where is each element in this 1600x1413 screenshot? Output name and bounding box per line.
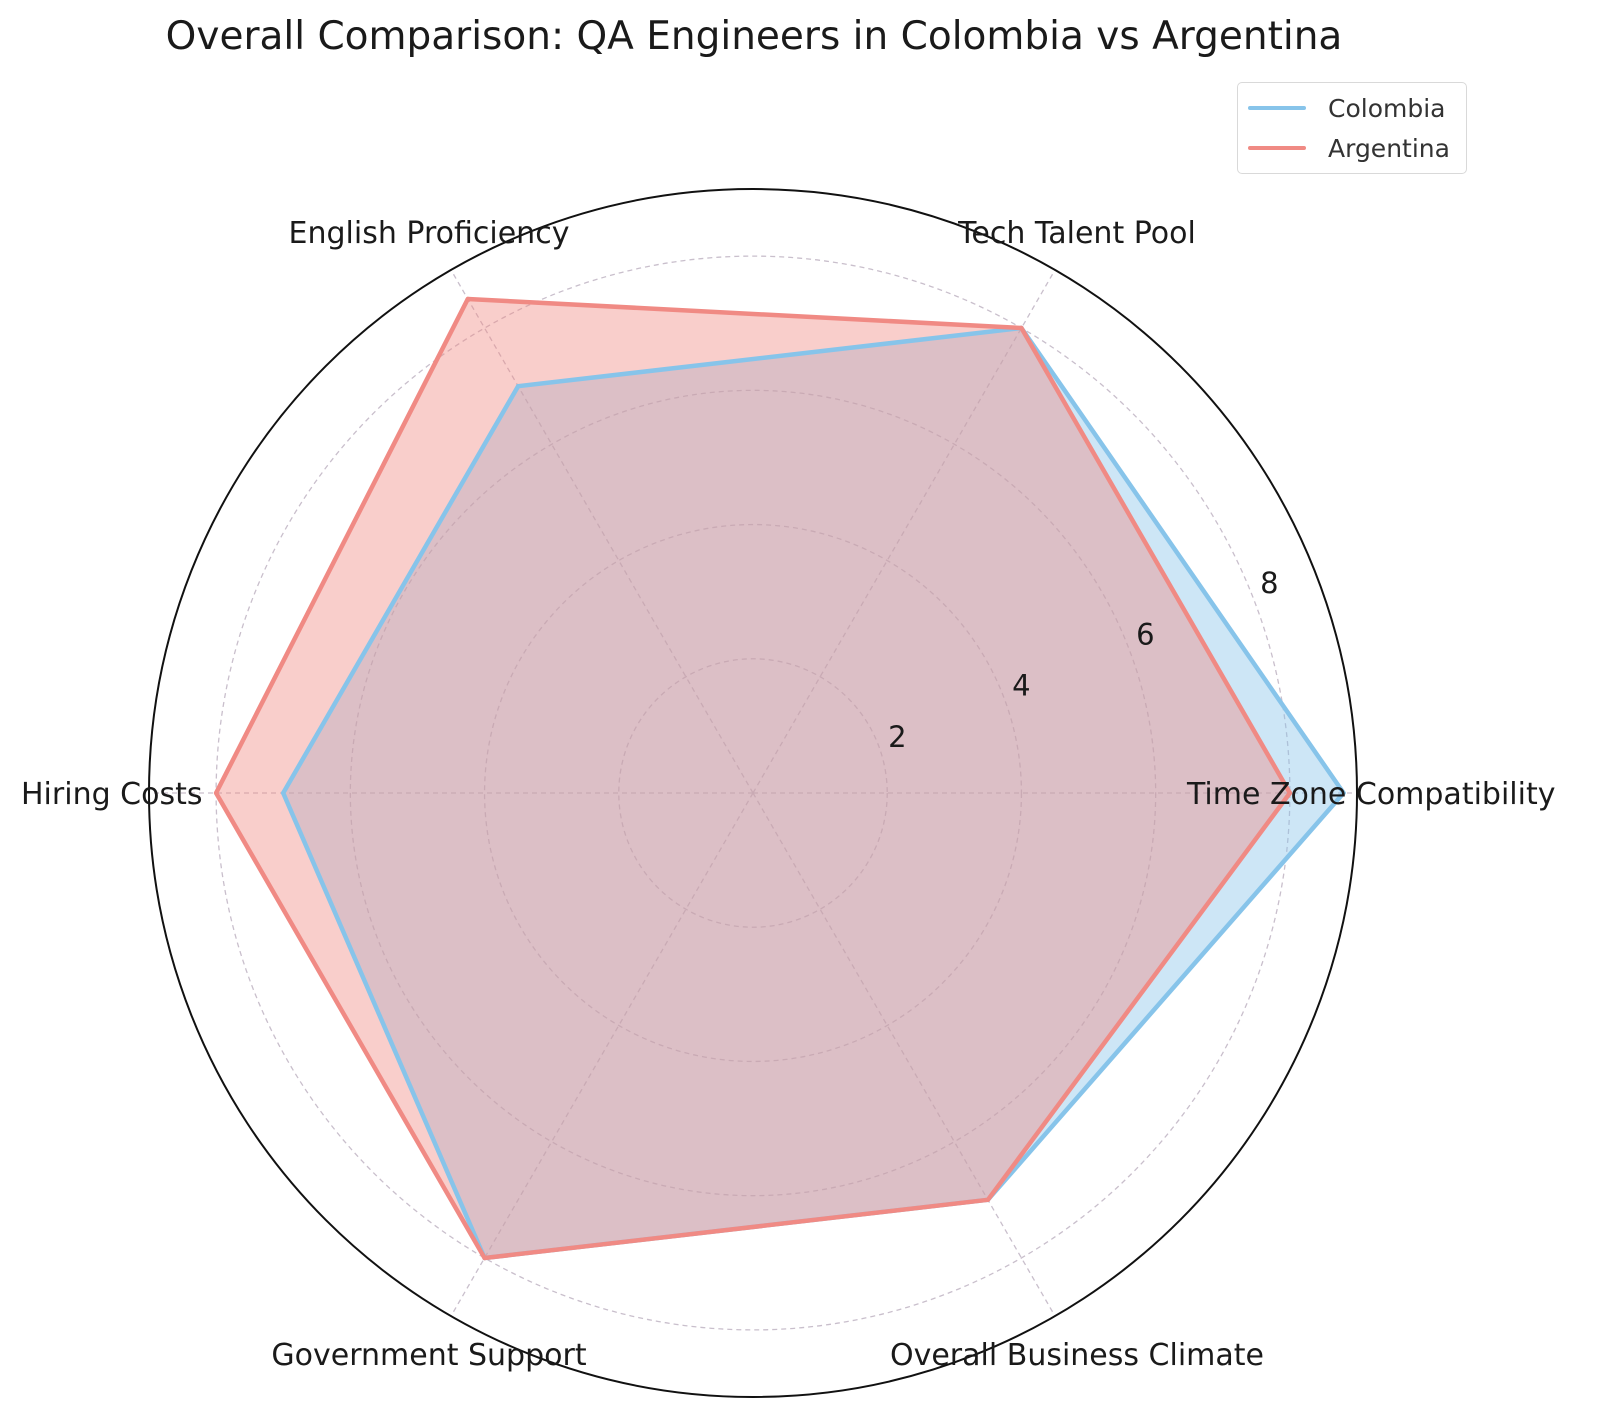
grid-spoke-5: [450, 792, 754, 1317]
legend-swatch-argentina: [1248, 146, 1306, 150]
grid-spoke-6: [752, 792, 1056, 1317]
grid-spoke-3: [450, 269, 754, 794]
grid-spoke-2: [752, 269, 1056, 794]
r-tick-label-8: 8: [1260, 566, 1278, 600]
legend-item-colombia: Colombia: [1248, 93, 1445, 123]
series-area-colombia: [283, 328, 1344, 1258]
legend: Colombia Argentina: [1237, 82, 1467, 174]
data-point-colombia-1: [1341, 790, 1346, 796]
data-point-argentina-6: [985, 1197, 991, 1203]
data-point-argentina-1: [1287, 790, 1293, 796]
category-label-5: Government Support: [271, 1338, 586, 1373]
grid-circle-6: [349, 389, 1157, 1197]
legend-label-colombia: Colombia: [1328, 93, 1446, 123]
legend-label-argentina: Argentina: [1328, 133, 1450, 163]
r-tick-label-6: 6: [1136, 617, 1154, 651]
category-label-4: Hiring Costs: [21, 777, 202, 812]
polar-frame: [148, 188, 1358, 1398]
legend-item-argentina: Argentina: [1248, 133, 1450, 163]
data-point-argentina-5: [482, 1255, 487, 1261]
grid-circle-2: [618, 658, 888, 928]
data-point-colombia-4: [281, 790, 286, 796]
data-point-argentina-4: [213, 790, 219, 796]
grid-circle-4: [483, 523, 1023, 1063]
legend-swatch-colombia: [1248, 106, 1306, 110]
series-area-argentina: [216, 299, 1290, 1258]
category-label-2: Tech Talent Pool: [957, 216, 1196, 251]
r-tick-label-4: 4: [1012, 669, 1030, 703]
category-label-6: Overall Business Climate: [890, 1338, 1264, 1373]
r-tick-label-2: 2: [888, 720, 906, 754]
chart-title: Overall Comparison: QA Engineers in Colo…: [165, 14, 1343, 59]
data-point-colombia-3: [515, 384, 521, 389]
category-label-1: Time Zone Compatibility: [1186, 777, 1555, 812]
data-point-argentina-2: [1019, 325, 1024, 331]
data-point-argentina-3: [465, 296, 470, 302]
category-label-3: English Proficiency: [289, 216, 570, 251]
